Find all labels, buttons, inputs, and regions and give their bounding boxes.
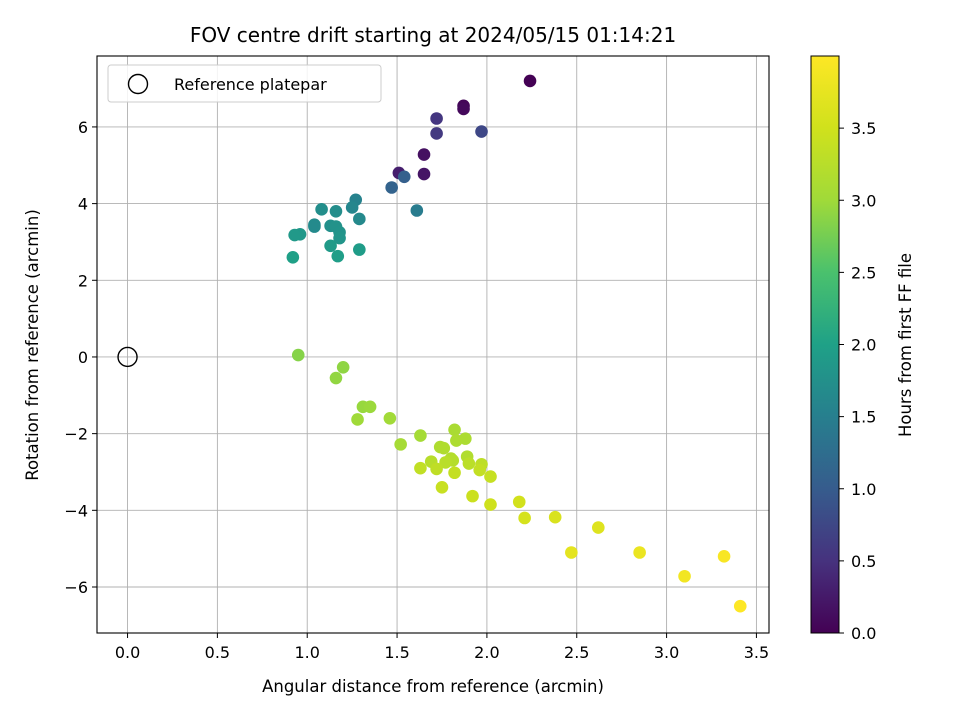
scatter-point — [448, 423, 461, 437]
scatter-point — [430, 127, 443, 140]
scatter-point — [523, 74, 537, 88]
colorbar: 0.0 0.5 1.0 1.5 2.0 2.5 3.0 3.5 Hours from firs… — [810, 55, 915, 643]
y-tick-label: −6 — [64, 578, 88, 597]
scatter-point — [484, 498, 497, 511]
colorbar-gradient — [810, 55, 840, 634]
scatter-point — [733, 599, 747, 613]
scatter-point — [435, 481, 449, 494]
colorbar-tick-label: 1.0 — [851, 480, 876, 499]
legend-label: Reference platepar — [174, 75, 327, 94]
scatter-point — [450, 434, 463, 447]
legend: Reference platepar — [107, 64, 382, 103]
scatter-point — [397, 170, 411, 184]
x-tick-label: 2.0 — [474, 643, 499, 662]
scatter-point — [512, 495, 526, 509]
scatter-point — [457, 102, 470, 116]
colorbar-tick-label: 0.0 — [851, 624, 876, 643]
scatter-point — [417, 148, 431, 161]
scatter-point — [288, 228, 301, 242]
legend-box — [107, 64, 382, 103]
colorbar-tick-label: 2.0 — [851, 336, 876, 355]
y-tick-label: 0 — [78, 348, 88, 367]
x-tick-label: 1.0 — [294, 643, 319, 662]
scatter-point — [308, 220, 321, 233]
data-points — [117, 74, 747, 613]
scatter-point — [430, 462, 443, 476]
colorbar-tick-label: 2.5 — [851, 263, 876, 282]
scatter-point — [329, 204, 343, 218]
scatter-point — [633, 546, 646, 559]
x-tick-label: 0.5 — [205, 643, 230, 662]
scatter-point — [439, 456, 452, 469]
legend-marker — [127, 73, 149, 95]
scatter-point — [363, 400, 377, 414]
scatter-point — [353, 212, 366, 226]
x-axis-label: Angular distance from reference (arcmin) — [262, 677, 604, 696]
scatter-point — [462, 457, 476, 470]
y-tick-label: 2 — [78, 271, 88, 290]
colorbar-tick-label: 1.5 — [851, 408, 876, 427]
y-tick-label: −2 — [64, 425, 88, 444]
scatter-point — [286, 250, 300, 264]
scatter-point — [414, 461, 427, 475]
scatter-point — [324, 239, 337, 253]
grid — [97, 56, 769, 633]
scatter-point — [345, 201, 359, 214]
chart-title: FOV centre drift starting at 2024/05/15 … — [190, 23, 676, 47]
scatter-point — [394, 438, 407, 451]
scatter-point — [484, 470, 497, 483]
scatter-point — [717, 550, 731, 563]
scatter-point — [548, 510, 562, 524]
scatter-point — [678, 569, 691, 583]
x-tick-label: 0.0 — [115, 643, 140, 662]
x-tick-label: 3.5 — [744, 643, 769, 662]
scatter-point — [331, 249, 345, 263]
scatter-point — [291, 348, 305, 362]
scatter-point — [383, 412, 397, 425]
scatter-point — [351, 413, 364, 426]
reference-platepar-marker — [117, 346, 138, 368]
x-tick-label: 1.5 — [384, 643, 409, 662]
y-tick-label: −4 — [64, 501, 88, 520]
colorbar-tick-label: 3.5 — [851, 119, 876, 138]
y-tick-label: 4 — [78, 195, 88, 214]
colorbar-ticks: 0.0 0.5 1.0 1.5 2.0 2.5 3.0 3.5 — [839, 119, 876, 643]
x-axis-ticks: 0.0 0.5 1.0 1.5 2.0 2.5 3.0 3.5 — [115, 633, 769, 662]
y-axis-ticks: −6 −4 −2 0 2 4 6 — [64, 118, 97, 597]
scatter-point — [417, 167, 431, 181]
scatter-point — [437, 441, 451, 455]
colorbar-tick-label: 3.0 — [851, 191, 876, 210]
scatter-point — [475, 125, 488, 138]
scatter-point — [518, 511, 531, 525]
scatter-point — [448, 466, 461, 480]
scatter-point — [592, 521, 605, 534]
scatter-point — [329, 371, 343, 385]
scatter-point — [333, 231, 346, 245]
scatter-point — [336, 361, 350, 374]
scatter-point — [315, 203, 328, 216]
x-tick-label: 3.0 — [654, 643, 679, 662]
scatter-point — [565, 546, 578, 559]
scatter-point — [414, 429, 427, 442]
scatter-point — [353, 243, 366, 256]
colorbar-label: Hours from first FF file — [896, 253, 915, 437]
plot-frame — [96, 55, 770, 634]
colorbar-tick-label: 0.5 — [851, 552, 876, 571]
y-axis-label: Rotation from reference (arcmin) — [23, 209, 42, 481]
scatter-point — [430, 112, 443, 125]
scatter-point — [466, 489, 479, 503]
scatter-point — [473, 463, 487, 477]
scatter-point — [410, 204, 424, 217]
scatter-point — [385, 181, 398, 194]
y-tick-label: 6 — [78, 118, 88, 137]
x-tick-label: 2.5 — [564, 643, 589, 662]
